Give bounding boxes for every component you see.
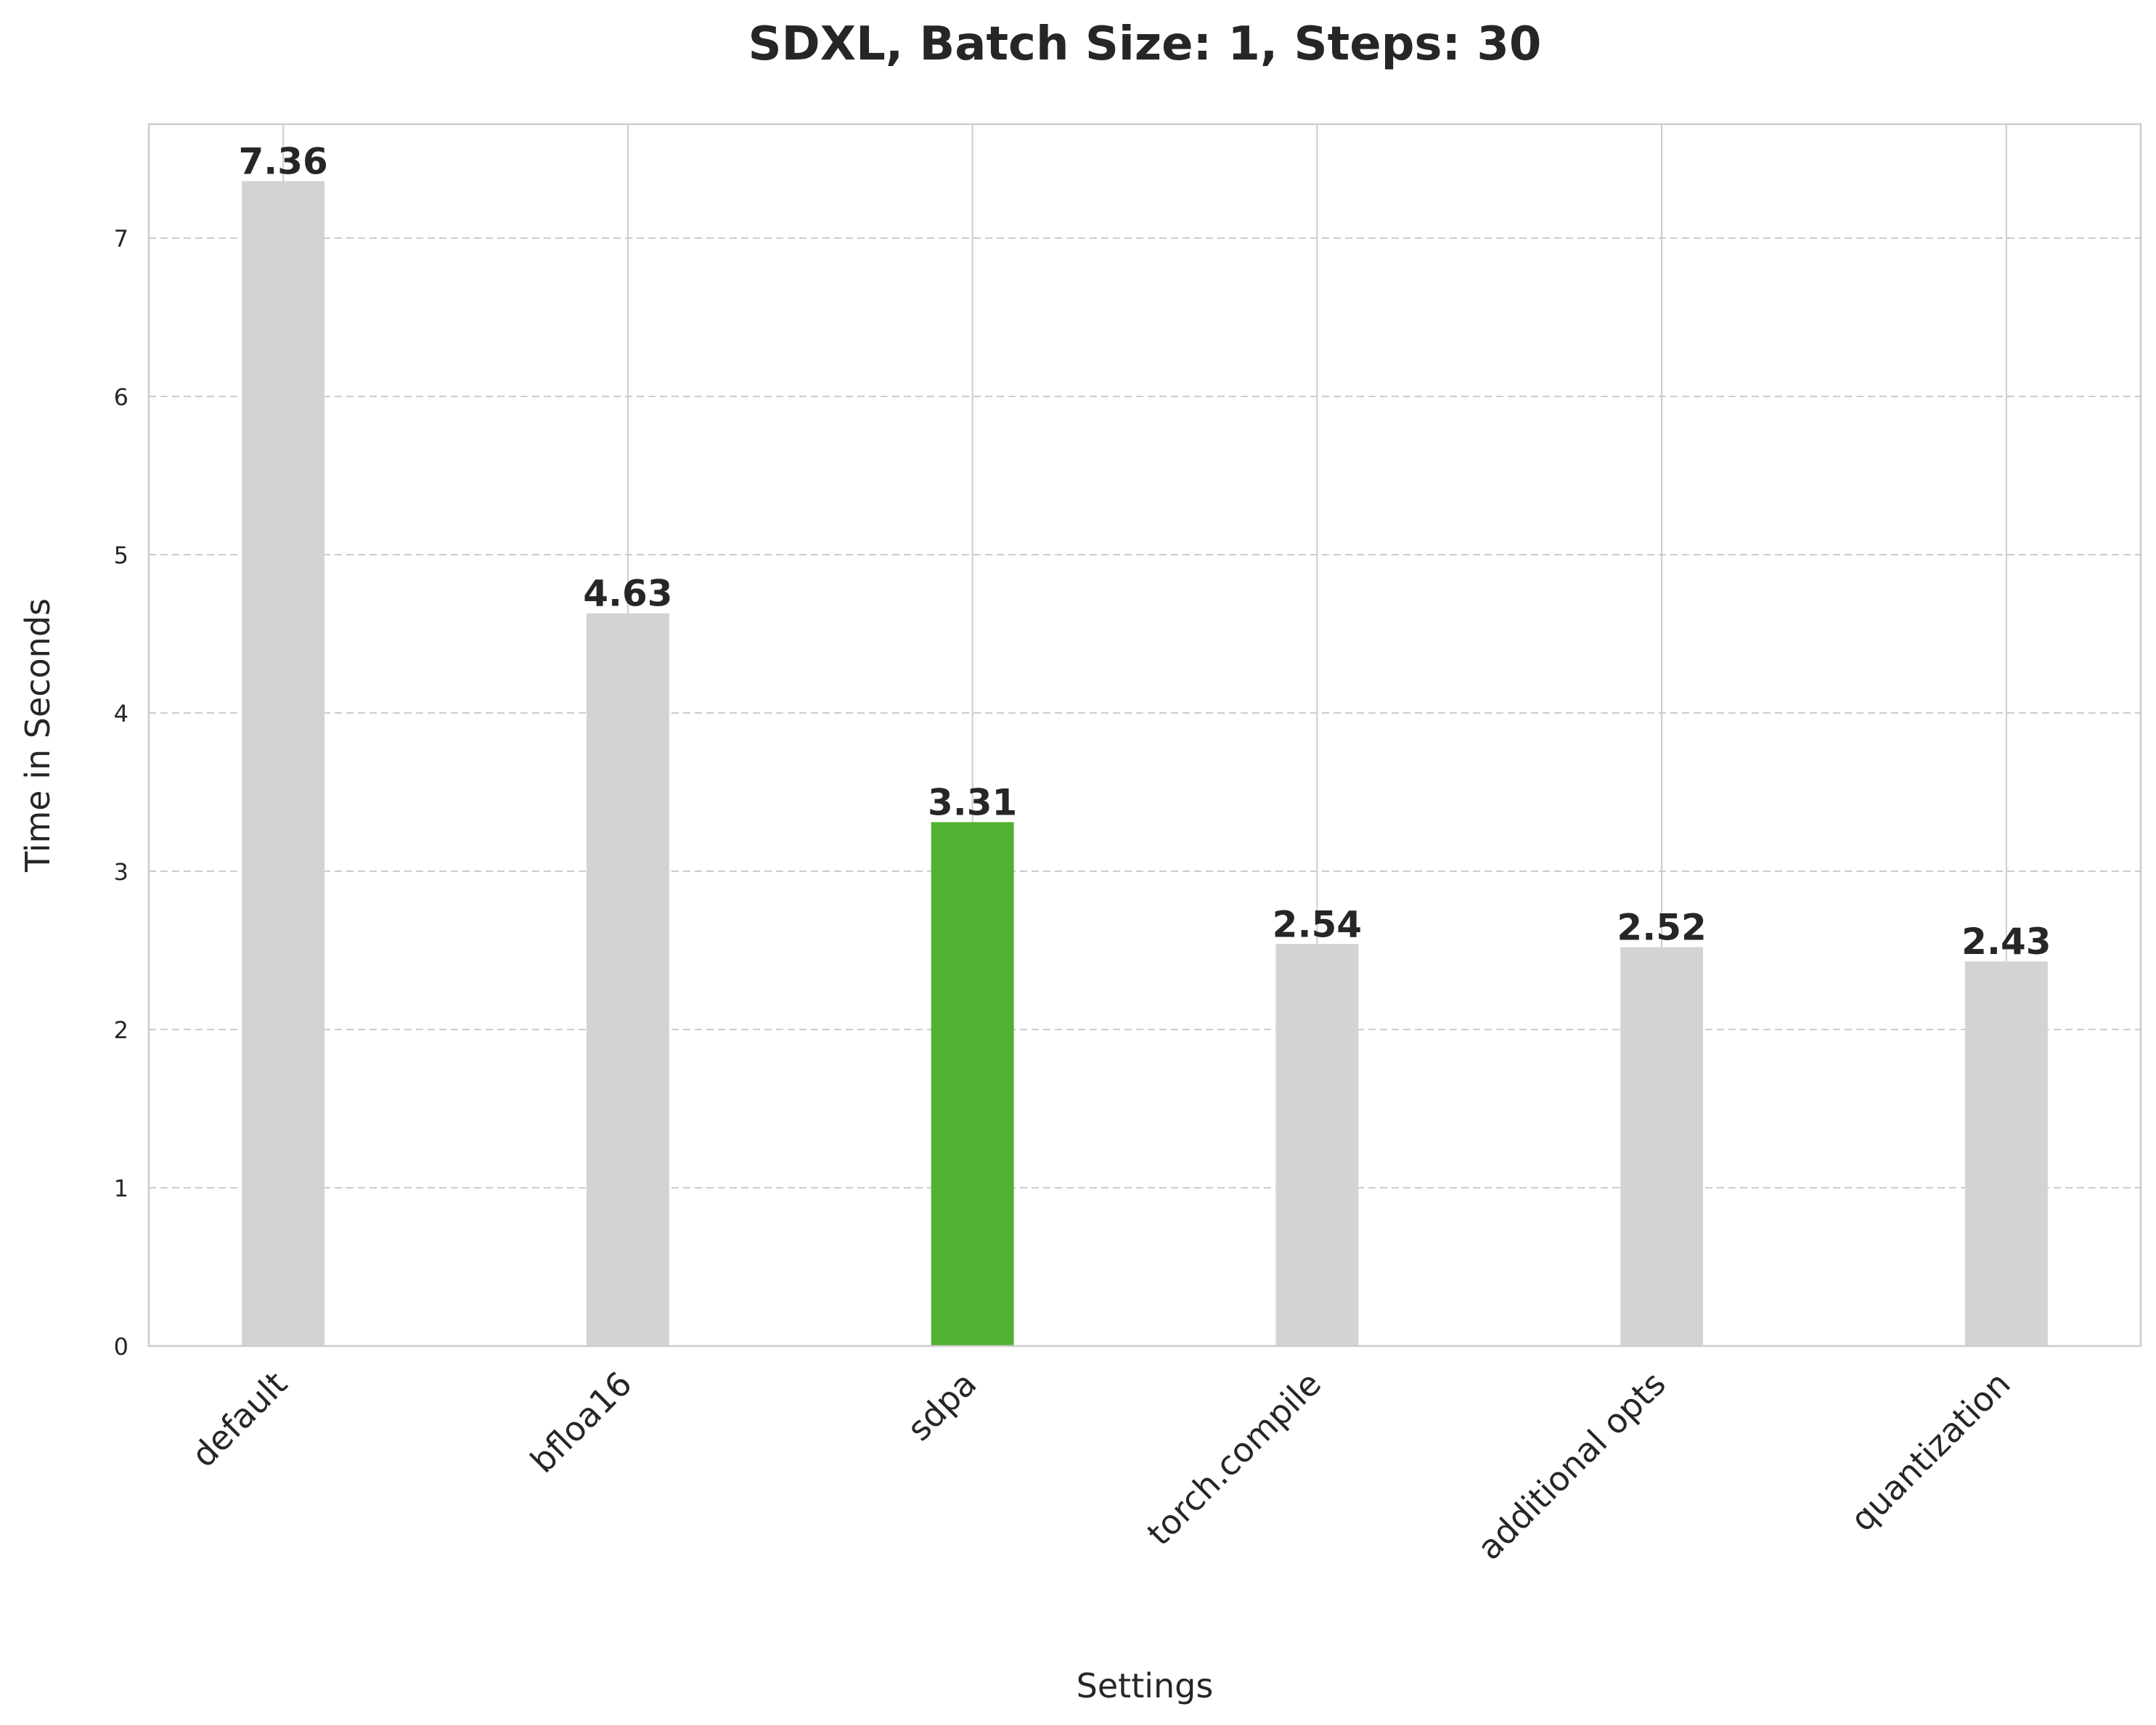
y-tick-label: 7 [114, 225, 128, 253]
bar-quantization [1964, 961, 2048, 1346]
data-label: 4.63 [583, 573, 672, 615]
y-tick-label: 6 [114, 383, 128, 411]
data-label: 7.36 [238, 140, 327, 182]
grid [149, 124, 2141, 1346]
y-tick-label: 5 [114, 542, 128, 569]
y-tick-label: 0 [114, 1333, 128, 1361]
x-tick-label: additional opts [1470, 1364, 1673, 1567]
y-ticks: 0 1 2 3 4 5 6 7 [114, 225, 128, 1361]
y-tick-label: 1 [114, 1175, 128, 1202]
bars [242, 181, 2048, 1346]
data-label: 3.31 [928, 781, 1017, 823]
y-axis-label: Time in Seconds [18, 598, 57, 873]
x-tick-label: quantization [1843, 1364, 2018, 1539]
data-labels: 7.36 4.63 3.31 2.54 2.52 2.43 [238, 140, 2051, 963]
x-ticks: default bfloa16 sdpa torch.compile additiona… [184, 1364, 2017, 1567]
x-axis-label: Settings [1077, 1666, 1214, 1705]
y-tick-label: 3 [114, 858, 128, 886]
bar-sdpa [931, 822, 1014, 1346]
x-tick-label: default [184, 1364, 295, 1475]
x-tick-label: bfloa16 [523, 1364, 640, 1481]
x-tick-label: torch.compile [1140, 1364, 1329, 1554]
bar-torch-compile [1275, 944, 1359, 1346]
y-tick-label: 2 [114, 1016, 128, 1044]
data-label: 2.43 [1961, 921, 2051, 963]
bar-bfloa16 [586, 613, 669, 1346]
y-tick-label: 4 [114, 700, 128, 727]
bar-default [242, 181, 325, 1346]
data-label: 2.54 [1273, 903, 1362, 945]
bar-additional-opts [1620, 947, 1704, 1346]
x-tick-label: sdpa [899, 1364, 984, 1448]
plot-frame [147, 123, 2142, 1347]
chart-title: SDXL, Batch Size: 1, Steps: 30 [748, 17, 1542, 71]
data-label: 2.52 [1617, 907, 1706, 949]
